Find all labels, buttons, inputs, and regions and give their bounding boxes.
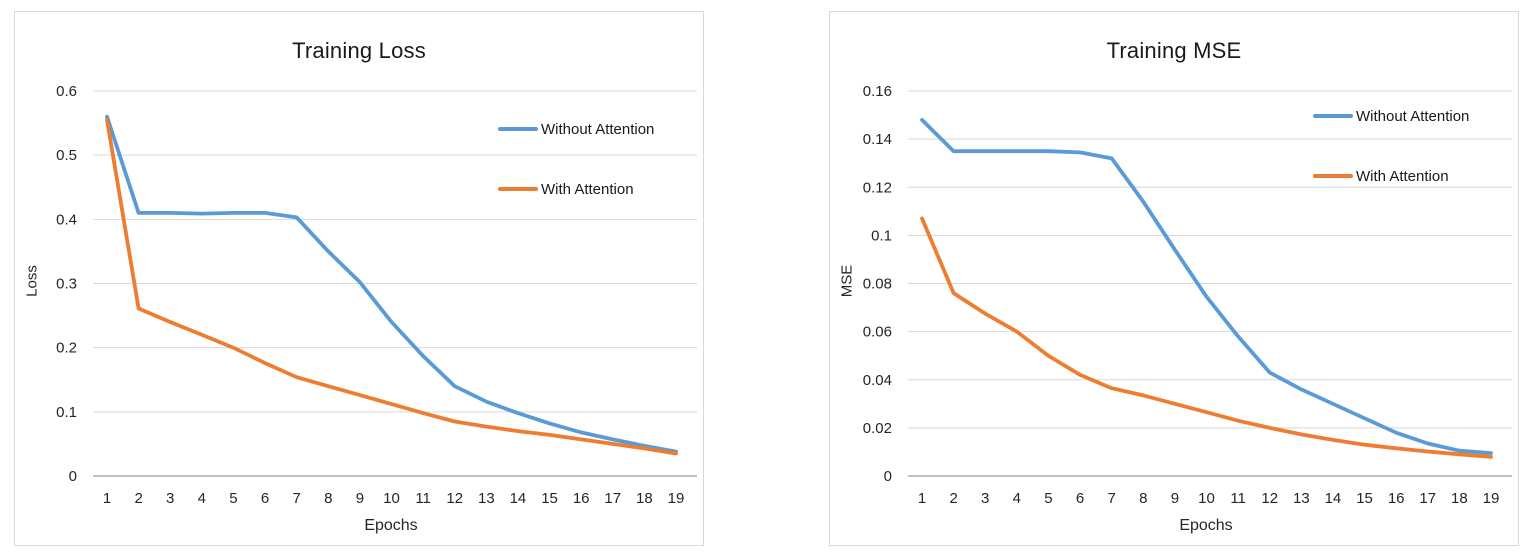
series-line-without-attention	[105, 114, 678, 454]
x-tick-label: 5	[1044, 490, 1052, 507]
y-tick-label: 0.14	[863, 131, 892, 148]
y-axis-title: Loss	[23, 265, 41, 297]
legend-item-without-attention: Without Attention	[498, 119, 654, 139]
legend-label: Without Attention	[541, 120, 655, 138]
y-tick-label: 0	[884, 468, 892, 485]
x-tick-label: 15	[541, 490, 558, 507]
x-tick-label: 8	[1139, 490, 1147, 507]
x-tick-label: 18	[636, 490, 653, 507]
legend-label: With Attention	[541, 180, 634, 198]
x-tick-label: 16	[1388, 490, 1405, 507]
x-tick-label: 5	[229, 490, 237, 507]
x-tick-label: 12	[1261, 490, 1278, 507]
x-tick-label: 6	[1076, 490, 1084, 507]
y-tick-label: 0.4	[56, 211, 77, 228]
with-attention-line-swatch	[498, 187, 538, 191]
legend-label: Without Attention	[1356, 107, 1470, 125]
legend-item-with-attention: With Attention	[1313, 166, 1449, 186]
x-tick-label: 1	[103, 490, 111, 507]
y-axis-title: MSE	[838, 264, 856, 298]
y-tick-label: 0.5	[56, 147, 77, 164]
plot-area: 00.10.20.30.40.50.61 2 3 4 5 6 7 8 9 10 11 12 13 14 15…	[56, 83, 697, 507]
chart-title: Training Loss	[292, 38, 426, 63]
x-tick-label: 7	[1107, 490, 1115, 507]
x-tick-label: 17	[1419, 490, 1436, 507]
x-tick-label: 14	[1325, 490, 1342, 507]
x-tick-label: 4	[1013, 490, 1021, 507]
without-attention-line-swatch	[498, 127, 538, 131]
training-loss-chart-panel: Training Loss 0 0.1 0.2 0.3 0.4 0.5 0.6 1 2 3 4 5 6 7…	[14, 11, 704, 546]
with-attention-line-swatch	[1313, 174, 1353, 178]
plot-area: 00.020.040.060.080.10.120.140.161 2 3 4 5 6 7 8…	[863, 83, 1512, 507]
y-tick-label: 0.3	[56, 276, 77, 293]
series-line-with-attention	[920, 216, 1493, 459]
x-tick-label: 13	[478, 490, 495, 507]
x-tick-label: 1	[918, 490, 926, 507]
x-tick-label: 2	[134, 490, 142, 507]
chart-title: Training MSE	[1106, 38, 1242, 63]
y-tick-label: 0.6	[56, 83, 77, 100]
x-axis-title: Epochs	[1179, 517, 1233, 534]
x-tick-label: 10	[383, 490, 400, 507]
x-tick-label: 17	[604, 490, 621, 507]
x-tick-label: 18	[1451, 490, 1468, 507]
x-tick-label: 3	[166, 490, 174, 507]
without-attention-line-swatch	[1313, 114, 1353, 118]
x-axis-title: Epochs	[364, 517, 418, 534]
x-tick-label: 4	[198, 490, 206, 507]
y-tick-label: 0.02	[863, 420, 892, 437]
x-tick-label: 13	[1293, 490, 1310, 507]
series-line-without-attention	[920, 118, 1493, 456]
training-mse-chart-panel: Training MSE 0 0.02 0.04 0.06 0.08 0.1 0.12 0.1…	[829, 11, 1519, 546]
x-tick-label: 11	[415, 490, 431, 507]
y-tick-label: 0.1	[871, 227, 892, 244]
y-tick-label: 0.06	[863, 324, 892, 341]
x-tick-label: 8	[324, 490, 332, 507]
x-tick-label: 3	[981, 490, 989, 507]
x-tick-label: 15	[1356, 490, 1373, 507]
series-line-with-attention	[105, 118, 678, 456]
x-tick-label: 9	[1171, 490, 1179, 507]
legend-item-with-attention: With Attention	[498, 179, 634, 199]
x-tick-label: 2	[949, 490, 957, 507]
legend-label: With Attention	[1356, 167, 1449, 185]
x-tick-label: 16	[573, 490, 590, 507]
x-tick-label: 12	[446, 490, 463, 507]
x-tick-label: 6	[261, 490, 269, 507]
x-tick-label: 19	[668, 490, 685, 507]
x-tick-label: 11	[1230, 490, 1246, 507]
x-tick-label: 19	[1483, 490, 1500, 507]
x-tick-label: 14	[510, 490, 527, 507]
y-tick-label: 0.12	[863, 179, 892, 196]
y-tick-label: 0.16	[863, 83, 892, 100]
x-tick-label: 10	[1198, 490, 1215, 507]
y-tick-label: 0.04	[863, 372, 892, 389]
y-tick-label: 0	[69, 468, 77, 485]
legend-item-without-attention: Without Attention	[1313, 106, 1469, 126]
y-tick-label: 0.1	[56, 404, 77, 421]
x-tick-label: 7	[292, 490, 300, 507]
y-tick-label: 0.08	[863, 276, 892, 293]
y-tick-label: 0.2	[56, 340, 77, 357]
x-tick-label: 9	[356, 490, 364, 507]
